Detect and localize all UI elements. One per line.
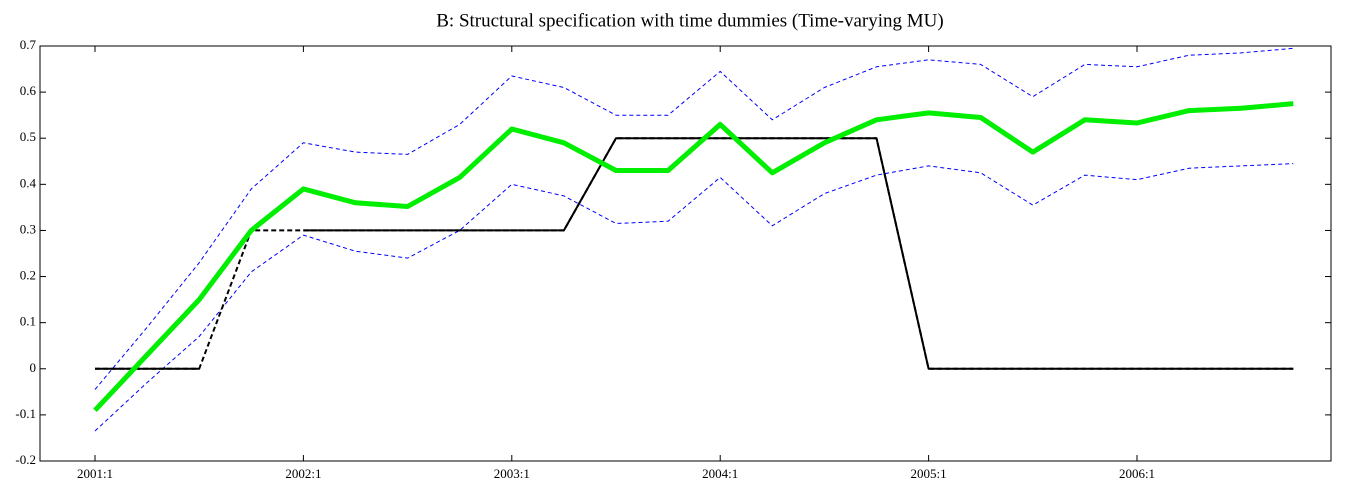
y-tick-label: 0.2 bbox=[20, 268, 36, 283]
series-line bbox=[93, 101, 1294, 413]
series-line bbox=[95, 137, 1294, 370]
y-tick-label: -0.1 bbox=[15, 406, 36, 421]
y-tick-label: 0.4 bbox=[20, 175, 37, 190]
y-tick-label: 0.6 bbox=[20, 83, 37, 98]
y-tick-label: 0.3 bbox=[20, 221, 36, 236]
chart-title: B: Structural specification with time du… bbox=[436, 10, 943, 31]
x-tick-label: 2004:1 bbox=[702, 466, 738, 481]
plot-frame bbox=[39, 45, 1332, 462]
series-line bbox=[94, 163, 1294, 432]
y-tick-label: 0 bbox=[30, 360, 37, 375]
y-tick-label: 0.5 bbox=[20, 129, 36, 144]
x-tick-label: 2002:1 bbox=[285, 466, 321, 481]
series-line bbox=[95, 137, 1294, 370]
series-line bbox=[94, 47, 1294, 390]
x-tick-label: 2003:1 bbox=[494, 466, 530, 481]
y-tick-label: 0.7 bbox=[20, 37, 37, 52]
x-tick-label: 2001:1 bbox=[77, 466, 113, 481]
y-tick-label: 0.1 bbox=[20, 314, 36, 329]
x-tick-label: 2006:1 bbox=[1119, 466, 1155, 481]
y-tick-label: -0.2 bbox=[15, 452, 36, 467]
x-tick-label: 2005:1 bbox=[911, 466, 947, 481]
